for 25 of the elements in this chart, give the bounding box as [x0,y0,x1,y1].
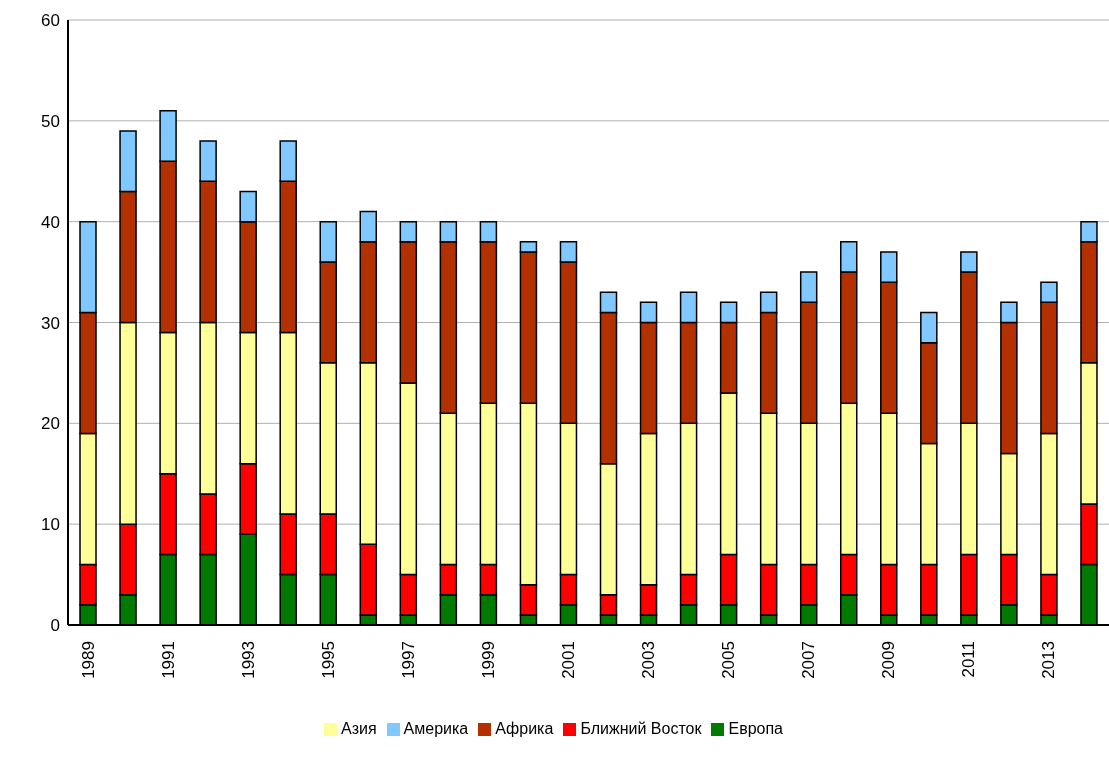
legend-label: Европа [728,720,783,737]
y-tick-label: 50 [41,111,60,131]
x-tick-label: 1997 [398,641,418,679]
y-tick-label: 60 [41,11,60,31]
x-tick-label: 1999 [478,641,498,679]
x-tick-label: 1993 [238,641,258,679]
x-tick-label: 1991 [158,641,178,679]
x-tick-label: 2009 [879,641,899,679]
x-tick-label: 2001 [558,641,578,679]
y-tick-label: 0 [50,616,60,636]
x-tick-label: 2011 [959,641,979,678]
x-tick-label: 2005 [719,641,739,679]
y-tick-label: 20 [41,414,60,434]
legend-label: Африка [495,720,554,737]
x-tick-label: 1995 [318,641,338,679]
y-tick-label: 10 [41,515,60,535]
y-tick-label: 40 [41,212,60,232]
x-tick-label: 1989 [78,641,98,679]
x-tick-label: 2003 [639,641,659,679]
legend-label: Азия [341,720,377,737]
legend-label: Америка [403,720,469,737]
y-tick-label: 30 [41,313,60,333]
x-tick-label: 2007 [799,641,819,679]
legend-label: Ближний Восток [580,720,702,737]
x-tick-label: 2013 [1039,641,1059,679]
